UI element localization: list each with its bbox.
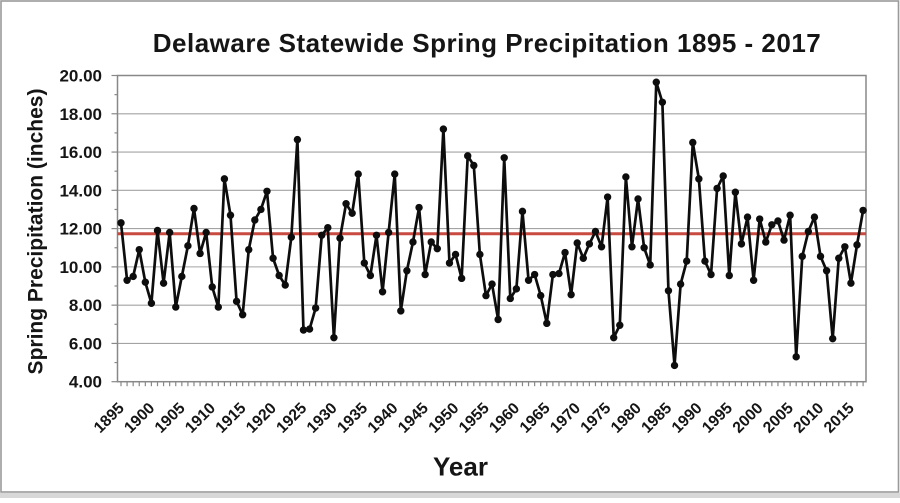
svg-text:Delaware Statewide Spring Prec: Delaware Statewide Spring Precipitation …	[153, 28, 822, 58]
svg-text:12.00: 12.00	[59, 220, 102, 239]
svg-text:4.00: 4.00	[69, 373, 102, 392]
svg-text:16.00: 16.00	[59, 143, 102, 162]
svg-text:8.00: 8.00	[69, 296, 102, 315]
svg-text:Year: Year	[433, 452, 488, 482]
svg-text:18.00: 18.00	[59, 105, 102, 124]
svg-text:10.00: 10.00	[59, 258, 102, 277]
svg-text:Spring Precipitation (inches): Spring Precipitation (inches)	[25, 89, 48, 375]
svg-text:14.00: 14.00	[59, 181, 102, 200]
svg-text:6.00: 6.00	[69, 334, 102, 353]
svg-text:20.00: 20.00	[59, 67, 102, 86]
